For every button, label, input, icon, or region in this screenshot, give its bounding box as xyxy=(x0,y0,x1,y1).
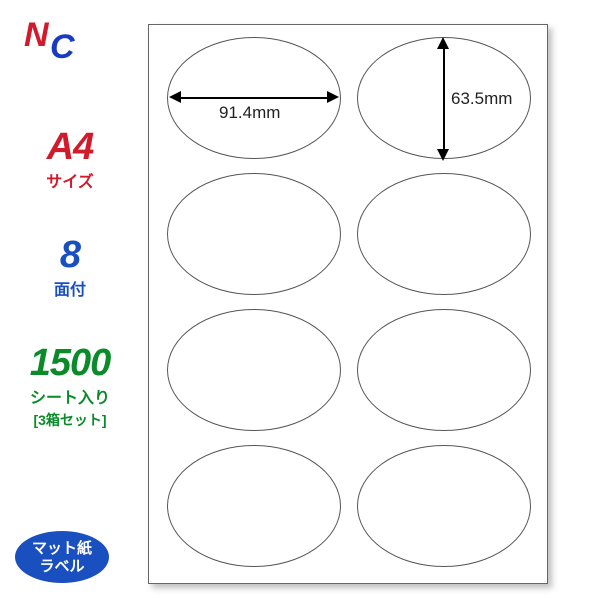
spec-sheets-sub: [3箱セット] xyxy=(20,410,120,430)
badge-line2: ラベル xyxy=(39,558,84,575)
height-label: 63.5mm xyxy=(451,89,512,109)
material-badge-text: マット紙 ラベル xyxy=(14,540,110,576)
spec-size-value: A4 xyxy=(20,128,120,166)
spec-size: A4 サイズ xyxy=(20,128,120,192)
label-oval xyxy=(167,173,341,295)
logo-c: C xyxy=(50,28,75,60)
label-oval xyxy=(357,173,531,295)
badge-line1: マット紙 xyxy=(32,540,92,557)
width-label: 91.4mm xyxy=(219,103,280,123)
spec-faces: 8 面付 xyxy=(20,236,120,300)
arrow-left-icon xyxy=(169,91,181,103)
label-oval xyxy=(167,309,341,431)
label-sheet: 91.4mm 63.5mm xyxy=(148,24,548,584)
label-oval xyxy=(167,445,341,567)
spec-size-label: サイズ xyxy=(20,168,120,192)
arrow-right-icon xyxy=(327,91,339,103)
spec-sheets-value: 1500 xyxy=(20,344,120,382)
width-arrow-line xyxy=(175,97,333,99)
spec-faces-value: 8 xyxy=(20,236,120,274)
label-oval xyxy=(357,309,531,431)
arrow-down-icon xyxy=(437,149,449,161)
height-arrow-line xyxy=(443,45,445,153)
spec-sheets-label: シート入り xyxy=(20,384,120,408)
spec-sheets: 1500 シート入り [3箱セット] xyxy=(20,344,120,430)
logo-n: N xyxy=(24,18,50,54)
brand-logo: N C xyxy=(22,18,82,60)
spec-faces-label: 面付 xyxy=(20,276,120,300)
arrow-up-icon xyxy=(437,37,449,49)
label-oval xyxy=(357,445,531,567)
